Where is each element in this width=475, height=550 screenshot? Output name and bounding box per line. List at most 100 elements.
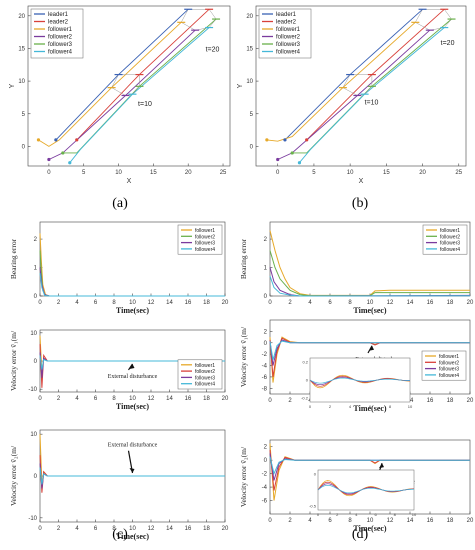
x-tick-label: 8 [112, 526, 116, 532]
inset-x-tick-label: 0 [309, 404, 312, 409]
inset-y-tick-label: 0 [314, 472, 317, 477]
disturbance-arrow [128, 363, 133, 371]
x-tick-label: 0 [38, 300, 42, 306]
legend-label-follower3: follower3 [48, 42, 73, 48]
series-line-follower1 [38, 21, 182, 147]
y-tick-label: 0 [264, 458, 268, 464]
x-tick-label: 20 [419, 170, 426, 176]
disturbance-arrowhead [129, 364, 135, 369]
inset-x-tick-label: 6 [374, 512, 377, 517]
y-tick-label: 10 [18, 79, 25, 85]
x-tick-label: 18 [203, 396, 210, 402]
agent-start-follower3 [61, 151, 65, 155]
x-tick-label: 25 [455, 170, 462, 176]
series-line-follower4 [269, 456, 470, 476]
x-tick-label: 16 [185, 526, 192, 532]
legend-label-leader1: leader1 [276, 12, 297, 18]
x-tick-label: 6 [328, 300, 332, 306]
y-tick-label: 0 [264, 294, 268, 300]
y-tick-label: 5 [22, 112, 26, 118]
x-tick-label: 18 [447, 300, 454, 306]
series-line-follower1 [266, 21, 416, 142]
x-axis-label: Time(sec) [116, 532, 150, 541]
y-tick-label: 5 [250, 112, 254, 118]
x-tick-label: 14 [407, 300, 414, 306]
x-tick-label: 0 [268, 398, 272, 404]
legend-box [258, 8, 312, 59]
disturbance-annotation: External disturbance [108, 374, 158, 380]
x-tick-label: 16 [427, 398, 434, 404]
inset-y-tick-label: -0.5 [309, 504, 317, 509]
disturbance-annotation: External disturbance [108, 443, 158, 449]
panel-c-velocity1: 0 2 4 6 8 10 12 14 16 18 20-10010Time(sec)Velocity… [9, 329, 229, 411]
agent-start-follower2 [47, 157, 51, 162]
x-tick-label: 16 [427, 518, 434, 524]
x-tick-label: 16 [185, 396, 192, 402]
x-tick-label: 14 [166, 526, 173, 532]
disturbance-arrowhead [369, 345, 374, 351]
x-tick-label: 8 [112, 300, 116, 306]
x-axis-label: Time(sec) [116, 402, 150, 411]
time-annotation: t=10 [138, 101, 152, 108]
inset-y-tick-label: 0 [306, 378, 309, 383]
x-tick-label: 10 [367, 518, 374, 524]
x-tick-label: 2 [57, 526, 61, 532]
x-tick-label: 20 [222, 300, 229, 306]
y-tick-label: 0 [250, 144, 254, 150]
x-tick-label: 20 [467, 518, 474, 524]
x-tick-label: 18 [447, 518, 454, 524]
inset-y-tick-label: 0.2 [302, 360, 308, 365]
x-tick-label: 15 [383, 170, 390, 176]
x-tick-label: 10 [129, 396, 136, 402]
series-line-follower2 [48, 29, 196, 160]
x-tick-label: 8 [348, 518, 352, 524]
y-tick-label: 0 [34, 474, 38, 480]
legend-label-follower4: follower4 [276, 50, 301, 56]
legend-label-follower2: follower2 [195, 234, 215, 240]
legend-label-follower1: follower1 [440, 228, 460, 234]
panel-d-velocity2: 0 2 4 6 8 10 12 14 16 18 20-6-4-202Time(sec)Veloci… [239, 439, 474, 533]
inset-x-tick-label: 8 [394, 512, 397, 517]
panel-b: 0 5 10 15 20 25 0 5 10 15 20 X Yt=20 t=10 leader1 leade… [237, 5, 467, 185]
y-tick-label: -10 [28, 516, 37, 522]
y-tick-label: -4 [262, 485, 268, 491]
y-tick-label: 15 [246, 46, 253, 52]
legend-label-follower4: follower4 [195, 382, 215, 388]
x-tick-label: 16 [427, 300, 434, 306]
series-line-follower4 [39, 355, 225, 370]
agent-start-follower2 [276, 157, 280, 162]
x-tick-label: 2 [288, 518, 292, 524]
x-axis-label: Time(sec) [116, 306, 150, 315]
legend-label-follower1: follower1 [276, 27, 301, 33]
inset-x-tick-label: 2 [336, 512, 339, 517]
panel-label-c: (c) [112, 527, 128, 542]
legend-label-follower3: follower3 [440, 241, 460, 247]
x-tick-label: 0 [38, 396, 42, 402]
legend-label-leader1: leader1 [48, 12, 69, 18]
legend-label-follower2: follower2 [195, 369, 215, 375]
x-axis-label: X [359, 178, 364, 185]
inset-x-tick-label: 10 [412, 512, 417, 517]
y-tick-label: 1 [264, 266, 268, 272]
x-tick-label: 4 [75, 300, 79, 306]
panel-label-d: (d) [352, 527, 369, 542]
legend-label-follower2: follower2 [48, 35, 73, 41]
y-tick-label: 10 [30, 432, 37, 438]
agent-start-follower4 [297, 161, 302, 165]
x-tick-label: 5 [82, 170, 86, 176]
y-tick-label: 1 [34, 266, 38, 272]
legend-label-follower1: follower1 [48, 27, 73, 33]
y-axis-label: Velocity error ṽ₁(m/ [239, 326, 248, 387]
legend-label-follower4: follower4 [439, 373, 459, 379]
inset-x-tick-label: 2 [329, 404, 332, 409]
legend-label-follower3: follower3 [439, 367, 459, 373]
x-tick-label: 12 [387, 300, 394, 306]
x-tick-label: 10 [115, 170, 122, 176]
y-tick-label: 10 [246, 79, 253, 85]
series-line-follower4 [269, 340, 470, 360]
x-tick-label: 18 [447, 398, 454, 404]
x-tick-label: 20 [467, 398, 474, 404]
y-tick-label: 0 [264, 341, 268, 347]
